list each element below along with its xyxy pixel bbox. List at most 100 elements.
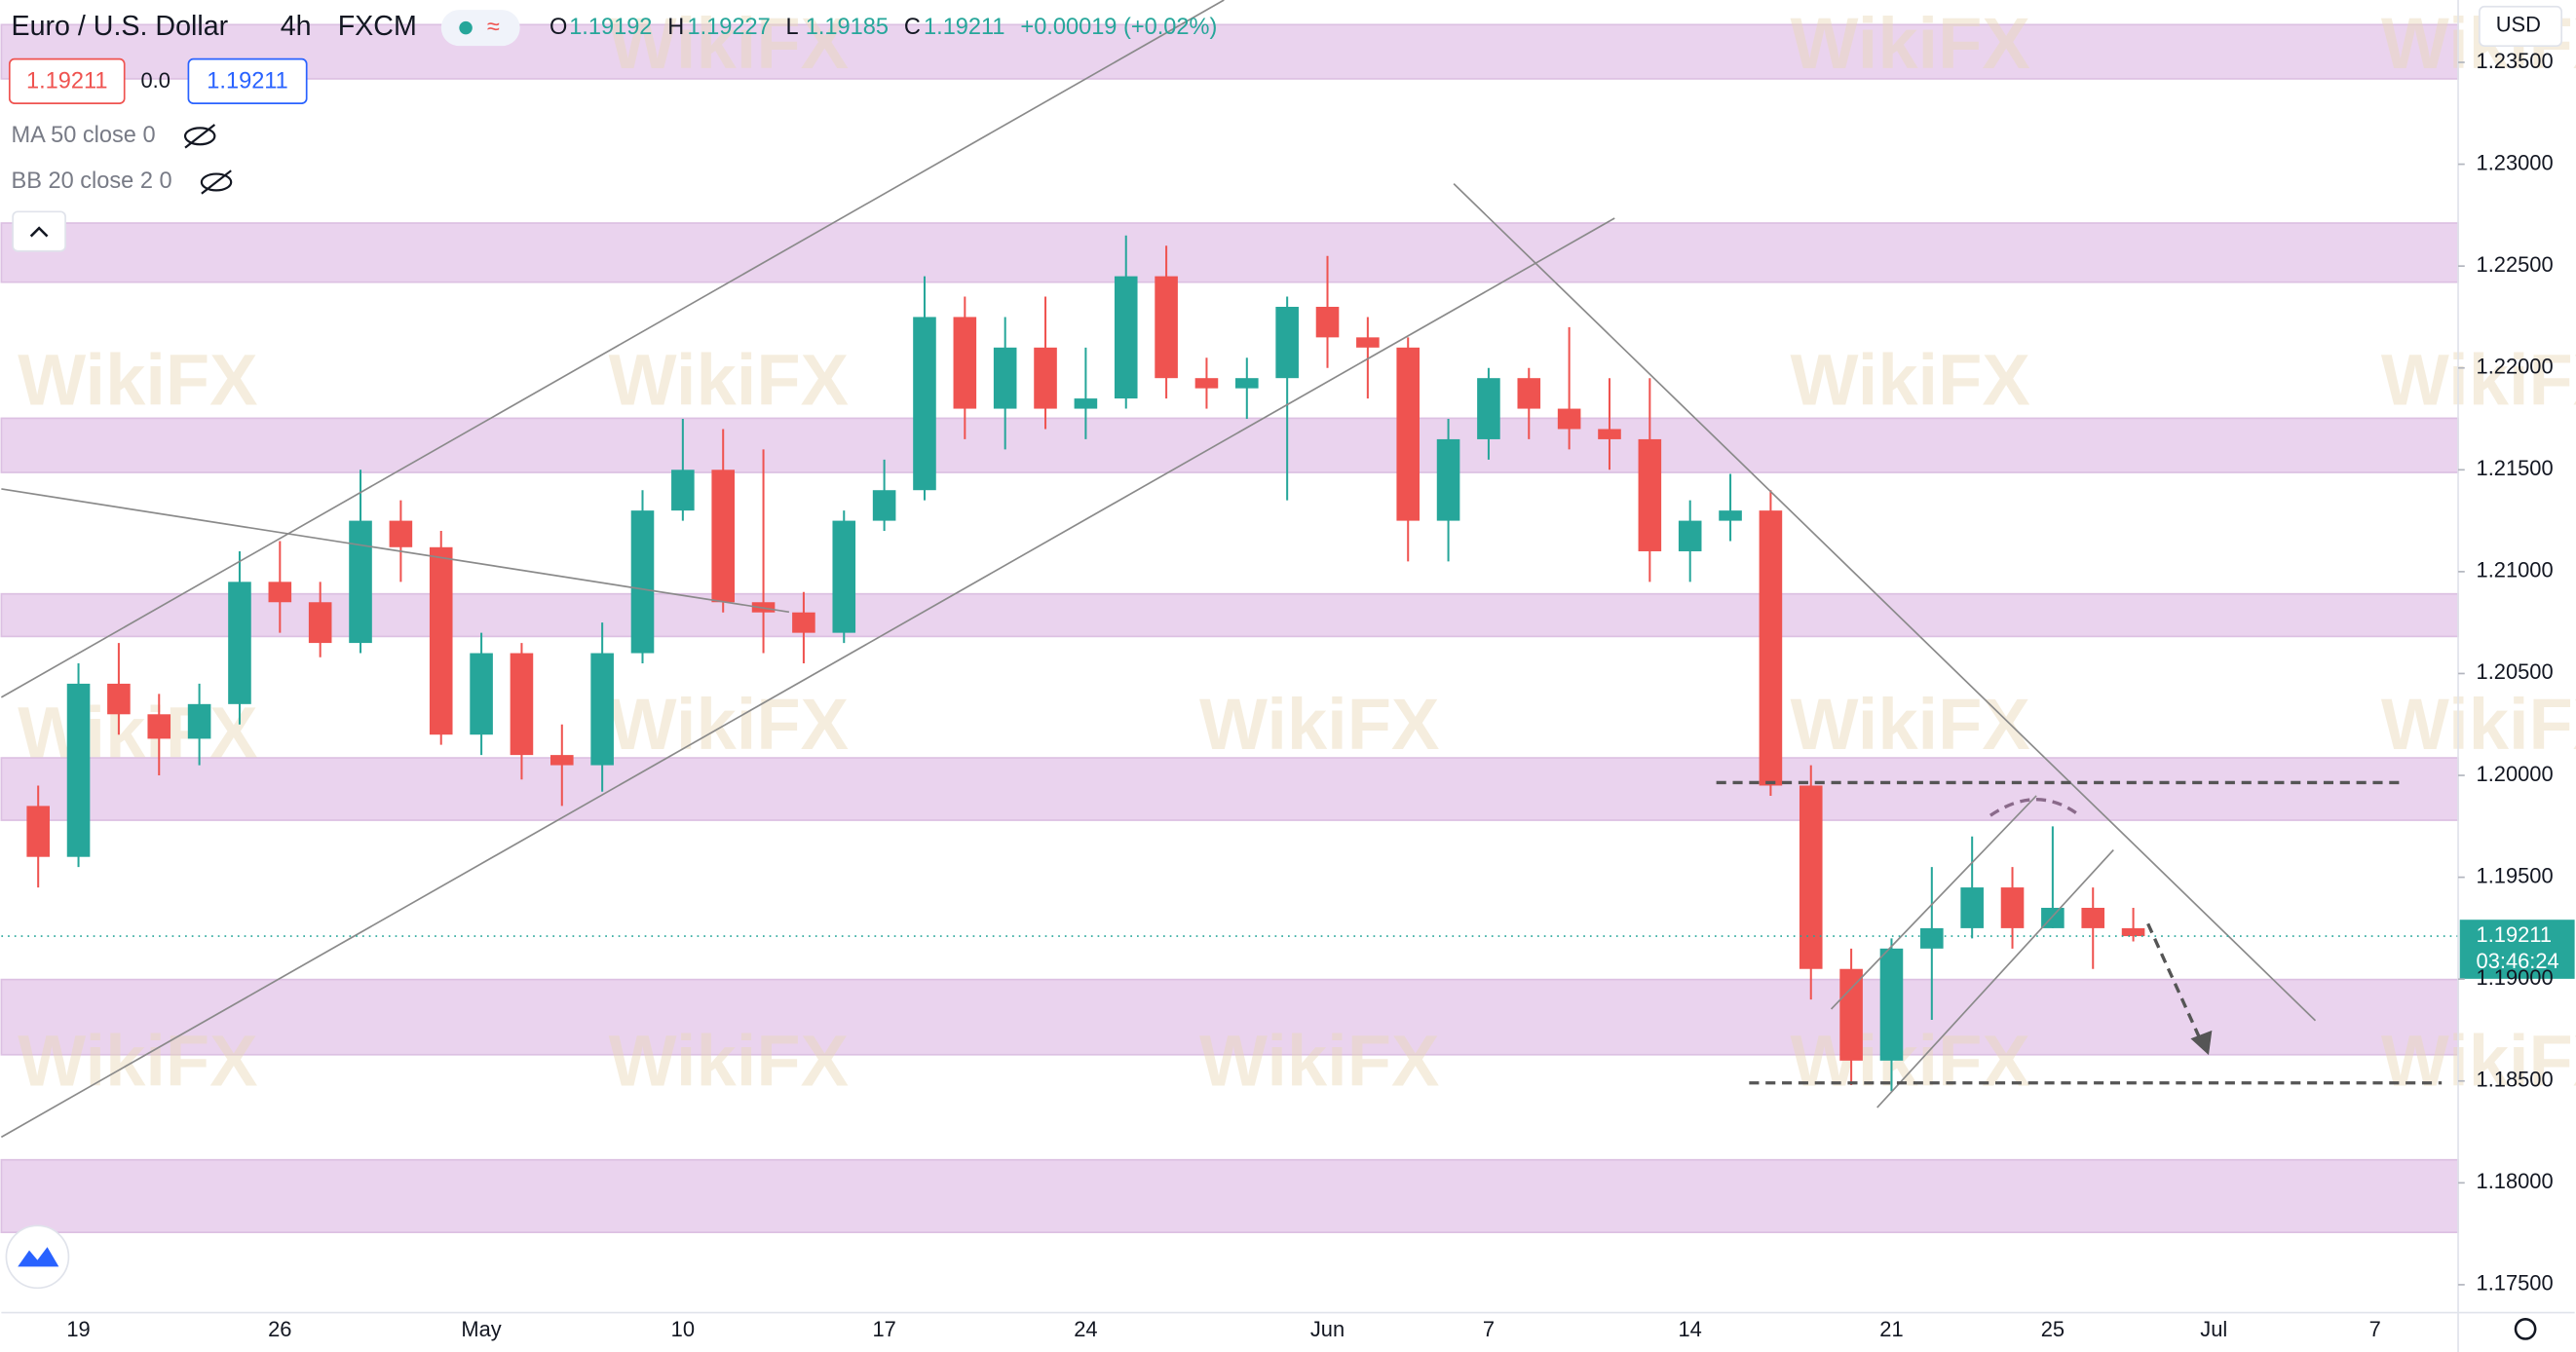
indicator: BB 20 close 2 0 [11, 168, 171, 193]
candle-body [1678, 520, 1702, 551]
candle-body [1719, 510, 1742, 521]
x-tick-label: 26 [268, 1317, 291, 1341]
candle-body [671, 469, 695, 511]
candle-body [1920, 927, 1944, 949]
candle-body [308, 602, 332, 644]
sell-price: 1.19211 [26, 67, 107, 93]
candle-body [2000, 887, 2025, 928]
candle-body [1235, 378, 1259, 389]
watermark: WikiFX [1790, 339, 2029, 420]
watermark: WikiFX [609, 3, 849, 84]
trend-line [0, 0, 1225, 698]
settings-icon[interactable] [2514, 1318, 2537, 1340]
dashed-drawings [1716, 780, 2443, 1085]
candle-body [2121, 927, 2145, 937]
candle-body [1477, 378, 1500, 439]
watermark: WikiFX [1199, 1020, 1439, 1101]
quote-label: H [667, 14, 684, 39]
hide-icons[interactable] [183, 124, 233, 195]
watermark: WikiFX [18, 339, 257, 420]
quote: O 1.19192 H 1.19227 L 1.19185 C 1.19211 [549, 14, 1005, 39]
candle-body [389, 520, 413, 547]
watermark: WikiFX [1199, 684, 1439, 765]
spread: 0.0 [141, 68, 170, 93]
zone [0, 978, 2459, 1056]
last-price-label: 1.19211 [2477, 922, 2552, 947]
candle-body [1155, 276, 1178, 379]
x-tick-label: 25 [2041, 1317, 2065, 1341]
axes: 1.17500 1.18000 1.18500 1.19000 1.19500 1.200… [66, 49, 2553, 1341]
y-tick-label: 1.23500 [2477, 49, 2554, 73]
candle-body [1557, 408, 1581, 430]
candle-body [1879, 948, 1904, 1061]
candle-body [832, 520, 856, 633]
candles [26, 235, 2145, 1092]
y-tick-label: 1.18500 [2477, 1068, 2554, 1092]
quote-label: L [786, 14, 799, 39]
candle-body [953, 317, 977, 409]
watermarks: WikiFX WikiFX WikiFX WikiFX WikiFX WikiFX Wiki… [18, 3, 2576, 1101]
candle-body [349, 520, 372, 644]
x-tick-label: 21 [1879, 1317, 1903, 1341]
logo [18, 1247, 59, 1267]
candle-body [26, 806, 50, 857]
status-dot [459, 20, 473, 35]
candle-body [1315, 306, 1340, 338]
watermark: WikiFX [609, 339, 849, 420]
watermark: WikiFX [18, 1020, 257, 1101]
y-tick-label: 1.19000 [2477, 965, 2554, 990]
candle-body [1598, 429, 1621, 439]
trend-line [1830, 795, 2037, 1010]
y-tick-label: 1.19500 [2477, 863, 2554, 887]
candle-body [1436, 438, 1460, 521]
x-tick-label: 19 [66, 1317, 90, 1341]
buy-button[interactable] [187, 57, 308, 104]
candle-body [1517, 378, 1541, 409]
status-pill[interactable] [440, 10, 520, 47]
candle-body [2081, 907, 2105, 928]
x-tick-label: 7 [1483, 1317, 1495, 1341]
candle-body [872, 490, 896, 521]
y-tick-label: 1.22000 [2477, 355, 2554, 379]
x-tick-label: 7 [2369, 1317, 2381, 1341]
currency-button[interactable] [2479, 5, 2562, 48]
collapse-icon [29, 226, 49, 238]
symbol: Euro / U.S. Dollar [11, 11, 228, 42]
candle-body [66, 683, 91, 857]
quote-value: 1.19185 [806, 14, 889, 39]
candle-body [993, 347, 1017, 409]
y-tick-label: 1.20000 [2477, 762, 2554, 786]
indicator: MA 50 close 0 [11, 122, 155, 147]
candle-body [550, 755, 574, 766]
candle-body [590, 653, 614, 766]
watermark: WikiFX [2381, 1020, 2576, 1101]
quote-label: C [904, 14, 921, 39]
candle-body [1114, 276, 1138, 399]
zones [0, 23, 2459, 1234]
x-tick-label: Jul [2200, 1317, 2227, 1341]
candle-body [187, 703, 211, 739]
y-tick-label: 1.23000 [2477, 150, 2554, 174]
quote-value: 1.19227 [687, 14, 770, 39]
y-tick-label: 1.21000 [2477, 558, 2554, 582]
interval: 4h [281, 11, 312, 42]
candle-body [1194, 378, 1219, 389]
candle-body [147, 714, 171, 739]
quote-label: O [549, 14, 567, 39]
trend-line [1876, 848, 2114, 1108]
collapse-button[interactable] [12, 210, 66, 252]
logo-button[interactable] [5, 1224, 70, 1290]
candle-body [1960, 887, 1984, 928]
candle-body [913, 317, 936, 491]
y-tick-label: 1.21500 [2477, 456, 2554, 480]
watermark: WikiFX [609, 1020, 849, 1101]
countdown: 03:46:24 [2477, 949, 2559, 973]
candle-body [792, 612, 815, 633]
buy-price: 1.19211 [207, 67, 287, 93]
candle-body [630, 510, 655, 654]
candle-body [1799, 785, 1823, 969]
zone [0, 757, 2459, 821]
sell-button[interactable] [8, 57, 126, 104]
status-icon: ≈ [487, 14, 500, 39]
